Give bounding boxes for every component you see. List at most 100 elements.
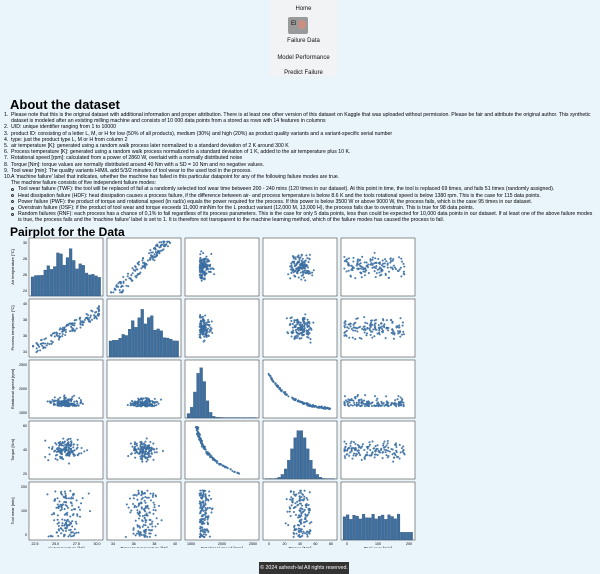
nav-failure-data-link[interactable]: Failure Data — [287, 38, 320, 44]
scatter-point — [89, 316, 92, 319]
pairplot-panel — [28, 359, 104, 419]
scatter-point — [211, 331, 214, 334]
failure-mode-item: Tool wear failure (TWF): the tool will b… — [11, 186, 596, 192]
scatter-point — [363, 274, 366, 277]
scatter-point — [197, 433, 200, 436]
scatter-point — [140, 498, 143, 501]
histogram-bar — [97, 277, 101, 297]
scatter-point — [348, 401, 351, 404]
scatter-point — [365, 403, 368, 406]
scatter-point — [294, 513, 297, 516]
user-avatar[interactable]: El — [288, 17, 308, 34]
histogram-bar — [59, 253, 63, 297]
scatter-point — [289, 317, 292, 320]
scatter-point — [125, 284, 128, 287]
scatter-point — [75, 327, 78, 330]
scatter-point — [51, 340, 54, 343]
scatter-point — [71, 329, 74, 332]
scatter-point — [361, 404, 364, 407]
histogram-bar — [150, 315, 154, 358]
scatter-point — [363, 449, 366, 452]
scatter-point — [377, 403, 380, 406]
scatter-point — [300, 518, 303, 521]
scatter-point — [152, 508, 155, 511]
scatter-point — [298, 524, 301, 527]
histogram-bar — [352, 514, 356, 541]
scatter-point — [399, 451, 402, 454]
scatter-point — [62, 458, 65, 461]
histogram-bar — [384, 519, 388, 541]
scatter-point — [199, 335, 202, 338]
scatter-point — [305, 503, 308, 506]
scatter-point — [199, 258, 202, 261]
scatter-point — [349, 444, 352, 447]
scatter-point — [343, 267, 346, 270]
scatter-point — [292, 490, 295, 493]
scatter-point — [57, 521, 60, 524]
scatter-point — [371, 336, 374, 339]
scatter-point — [303, 489, 306, 492]
scatter-point — [290, 319, 293, 322]
scatter-point — [142, 508, 145, 511]
scatter-point — [369, 258, 372, 261]
scatter-point — [344, 446, 347, 449]
scatter-point — [372, 328, 375, 331]
scatter-point — [289, 277, 292, 280]
scatter-point — [55, 443, 58, 446]
nav-predict-failure-link[interactable]: Predict Failure — [284, 70, 323, 76]
histogram-bar — [253, 417, 257, 419]
scatter-point — [294, 494, 297, 497]
scatter-point — [204, 321, 207, 324]
scatter-point — [297, 514, 300, 517]
scatter-point — [302, 499, 305, 502]
scatter-point — [392, 337, 395, 340]
scatter-point — [379, 326, 382, 329]
footer-copyright: © 2024 ashesh-lal All rights reserved. — [259, 562, 349, 574]
scatter-point — [76, 402, 79, 405]
scatter-point — [361, 255, 364, 258]
scatter-point — [373, 323, 376, 326]
scatter-point — [147, 456, 150, 459]
scatter-point — [303, 518, 306, 521]
scatter-point — [157, 402, 160, 405]
scatter-point — [207, 327, 210, 330]
scatter-point — [128, 497, 131, 500]
scatter-point — [384, 337, 387, 340]
scatter-point — [44, 456, 47, 459]
scatter-point — [135, 268, 138, 271]
scatter-point — [394, 399, 397, 402]
histogram-bar — [127, 329, 132, 358]
scatter-point — [135, 494, 138, 497]
scatter-point — [73, 394, 76, 397]
scatter-point — [143, 499, 146, 502]
scatter-point — [356, 267, 359, 270]
histogram-bar — [403, 532, 407, 541]
scatter-point — [146, 514, 149, 517]
histogram-bar — [346, 514, 350, 541]
scatter-point — [203, 259, 206, 262]
scatter-point — [152, 448, 155, 451]
scatter-point — [53, 396, 56, 399]
scatter-point — [381, 259, 384, 262]
scatter-point — [299, 499, 302, 502]
list-item: 1. Please note that this is the original … — [4, 112, 591, 125]
scatter-point — [305, 506, 308, 509]
scatter-point — [210, 320, 213, 323]
nav-home-link[interactable]: Home — [295, 6, 312, 12]
x-tick-label: 80 — [329, 542, 333, 546]
scatter-point — [363, 316, 366, 319]
scatter-point — [141, 398, 144, 401]
scatter-point — [212, 268, 215, 271]
scatter-point — [199, 263, 202, 266]
scatter-point — [353, 448, 356, 451]
scatter-point — [137, 262, 140, 265]
scatter-point — [87, 314, 90, 317]
scatter-point — [153, 451, 156, 454]
scatter-point — [300, 274, 303, 277]
scatter-point — [125, 503, 128, 506]
scatter-point — [120, 285, 123, 288]
scatter-point — [199, 331, 202, 334]
scatter-point — [64, 397, 67, 400]
scatter-point — [145, 400, 148, 403]
nav-model-performance-link[interactable]: Model Performance — [277, 55, 330, 61]
